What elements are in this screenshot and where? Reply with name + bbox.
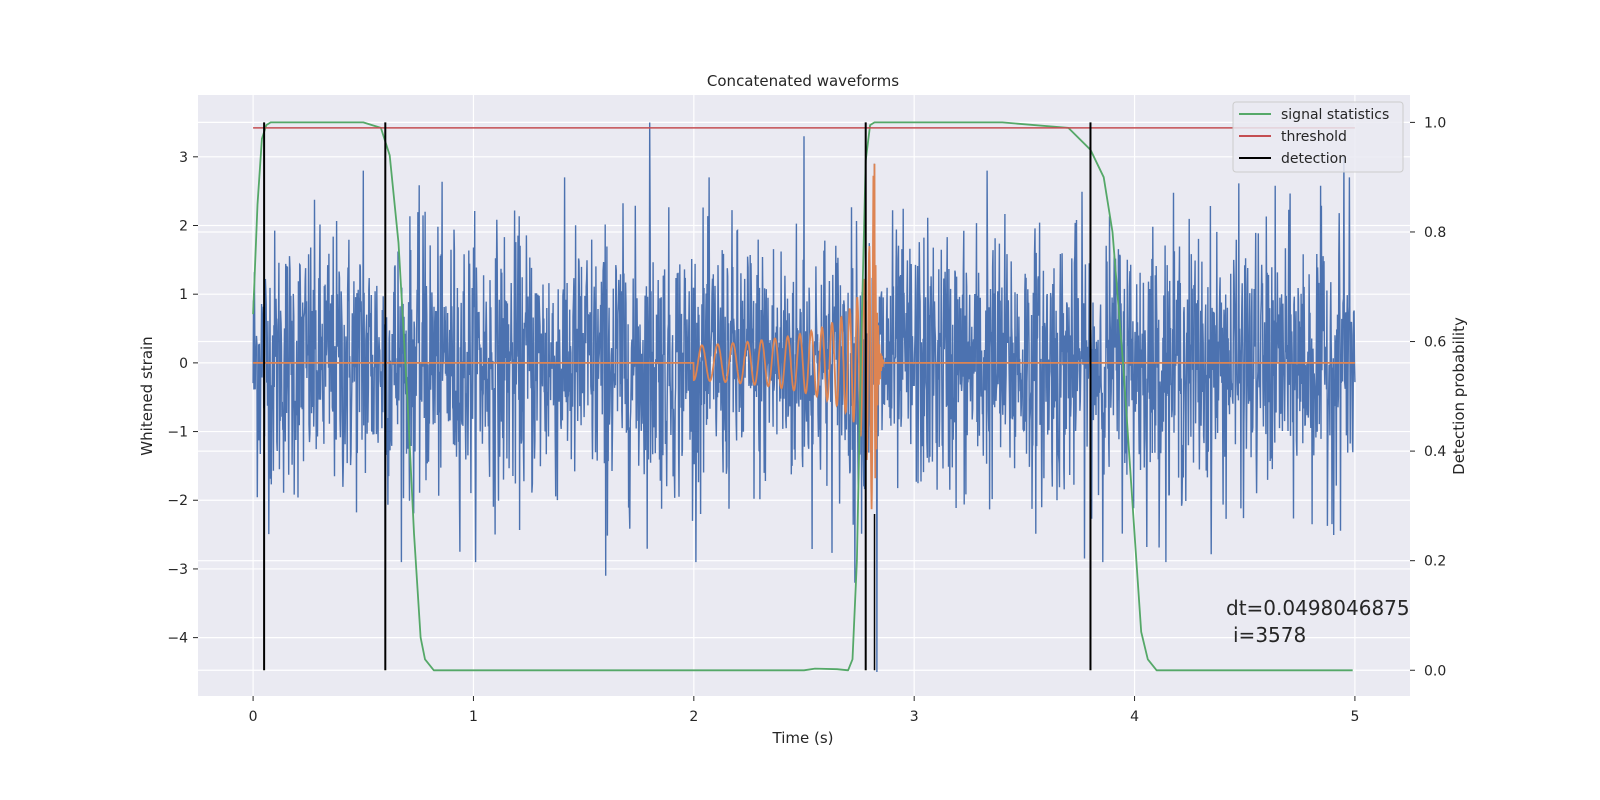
legend-label: signal statistics [1281, 107, 1389, 123]
x-axis: 0 1 2 3 4 5 [249, 696, 1359, 725]
y-tick-label: 3 [179, 150, 188, 166]
legend-label: threshold [1281, 129, 1347, 145]
y2-tick-label: 0.4 [1424, 444, 1446, 460]
y2-axis-label: Detection probability [1450, 317, 1468, 475]
series-layer [252, 121, 1356, 673]
y-tick-label: −3 [167, 562, 188, 578]
series-line-strain [252, 122, 1356, 673]
x-axis-label: Time (s) [772, 729, 834, 747]
x-tick-label: 1 [469, 709, 478, 725]
y-tick-label: 1 [179, 287, 188, 303]
annotation-line1: dt=0.0498046875 [1226, 596, 1410, 620]
x-tick-label: 0 [249, 709, 258, 725]
y2-tick-label: 0.0 [1424, 663, 1446, 679]
series-line-signal-statistics [252, 121, 1353, 672]
x-tick-label: 2 [689, 709, 698, 725]
legend: signal statistics threshold detection [1232, 101, 1404, 173]
y-axis-label: Whitened strain [138, 336, 156, 455]
chart-title: Concatenated waveforms [707, 72, 899, 90]
y2-tick-label: 1.0 [1424, 115, 1446, 131]
legend-box [1232, 101, 1404, 173]
annotation: dt=0.0498046875 i=3578 [1226, 596, 1410, 647]
y2-tick-label: 0.2 [1424, 554, 1446, 570]
y-axis-left: −4 −3 −2 −1 0 1 2 3 [167, 150, 198, 647]
y-tick-label: −1 [167, 425, 188, 441]
y-tick-label: −2 [167, 493, 188, 509]
y-tick-label: −4 [167, 631, 188, 647]
y-tick-label: 2 [179, 219, 188, 235]
legend-label: detection [1281, 151, 1347, 167]
y-tick-label: 0 [179, 356, 188, 372]
y2-tick-label: 0.6 [1424, 335, 1446, 351]
y2-tick-label: 0.8 [1424, 225, 1446, 241]
annotation-line2: i=3578 [1233, 623, 1306, 647]
x-tick-label: 3 [910, 709, 919, 725]
series-line-injected-signal [253, 163, 1355, 510]
x-tick-label: 5 [1350, 709, 1359, 725]
x-tick-label: 4 [1130, 709, 1139, 725]
y-axis-right: 0.0 0.2 0.4 0.6 0.8 1.0 [1410, 115, 1446, 679]
